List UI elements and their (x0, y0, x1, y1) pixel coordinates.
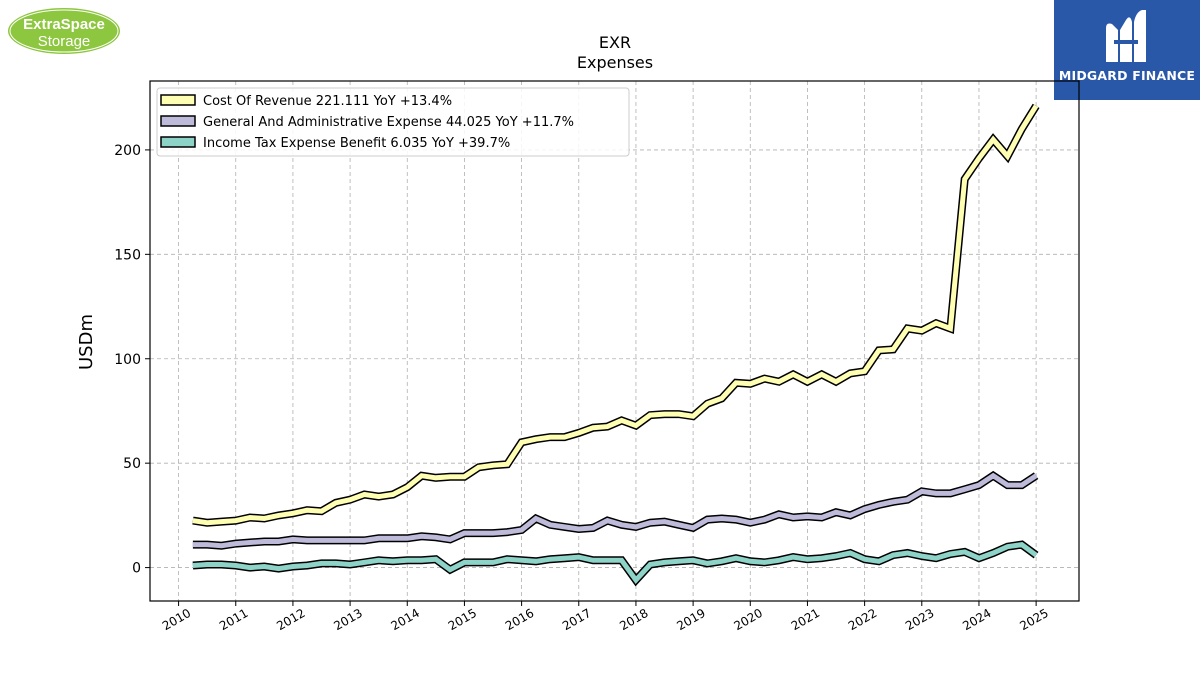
y-tick-label: 100 (114, 352, 141, 368)
x-tick-label: 2018 (617, 606, 650, 633)
y-tick-label: 50 (123, 456, 141, 472)
legend-swatch (160, 136, 196, 148)
logo-text-line2: Storage (38, 33, 91, 50)
plot-frame (149, 80, 1080, 602)
logo-text-line1: ExtraSpace (23, 16, 105, 33)
y-tick-label: 0 (132, 561, 141, 577)
midgard-emblem-icon (1106, 10, 1146, 62)
x-tick-label: 2023 (903, 606, 936, 633)
series-stroke (192, 541, 1038, 585)
y-tick-label: 200 (114, 143, 141, 159)
legend: Cost Of Revenue 221.111 YoY +13.4% Genera… (156, 87, 630, 157)
y-axis-label: USDm (76, 314, 97, 370)
x-tick-label: 2013 (331, 606, 364, 633)
x-axis: 2010 2011 2012 2013 2014 2015 2016 2017 2018 2019… (160, 601, 1051, 633)
x-tick-label: 2019 (674, 606, 707, 633)
series-line-2 (192, 540, 1039, 587)
legend-label: Cost Of Revenue 221.111 YoY +13.4% (203, 94, 452, 109)
legend-label: General And Administrative Expense 44.02… (203, 115, 574, 130)
series-layer (192, 103, 1040, 587)
x-tick-label: 2012 (274, 606, 307, 633)
legend-box (156, 87, 630, 157)
extraspace-storage-logo: ExtraSpace Storage (5, 5, 123, 57)
series-line-1 (192, 470, 1039, 550)
x-tick-label: 2017 (560, 606, 593, 633)
series-outline (192, 103, 1040, 527)
x-tick-label: 2014 (389, 606, 422, 633)
series-line-0 (192, 103, 1040, 527)
chart-title: EXR (599, 33, 631, 52)
midgard-finance-logo: MIDGARD FINANCE (1054, 0, 1200, 100)
y-axis: 0 50 100 150 200 (114, 143, 150, 577)
legend-swatch (160, 115, 196, 127)
x-tick-label: 2016 (503, 606, 536, 633)
y-tick-label: 150 (114, 247, 141, 263)
x-tick-label: 2020 (732, 606, 765, 633)
midgard-finance-name: MIDGARD FINANCE (1058, 68, 1196, 83)
gridlines (150, 81, 1079, 601)
legend-swatch (160, 94, 196, 106)
x-tick-label: 2024 (960, 606, 993, 633)
x-tick-label: 2022 (846, 606, 879, 633)
x-tick-label: 2015 (446, 606, 479, 633)
x-tick-label: 2011 (217, 606, 250, 633)
x-tick-label: 2021 (789, 606, 822, 633)
series-stroke (192, 472, 1038, 549)
x-tick-label: 2010 (160, 606, 193, 633)
chart-subtitle: Expenses (577, 53, 653, 72)
series-stroke (192, 104, 1039, 526)
legend-label: Income Tax Expense Benefit 6.035 YoY +39… (203, 136, 510, 151)
x-tick-label: 2025 (1017, 606, 1050, 633)
